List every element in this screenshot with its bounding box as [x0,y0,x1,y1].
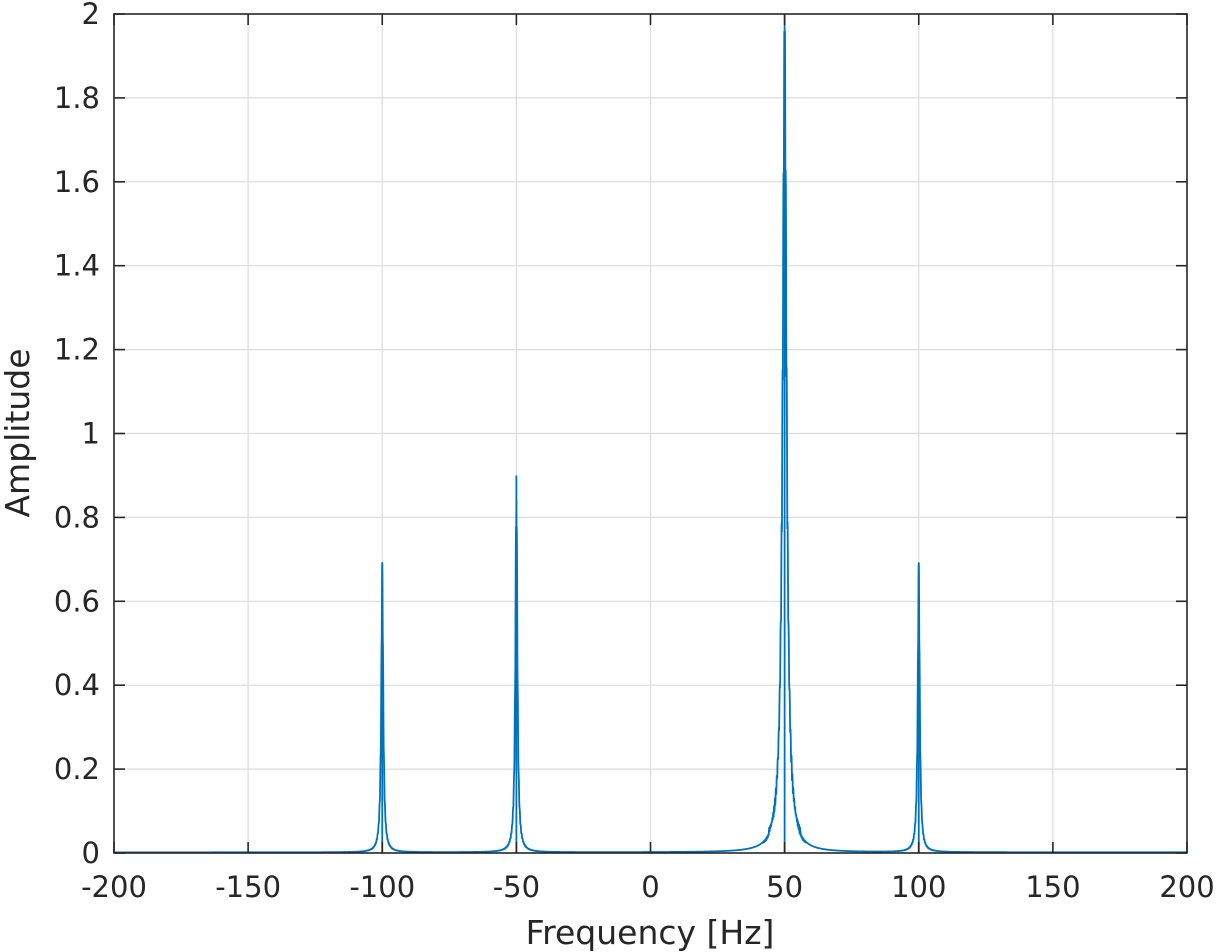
x-tick-label: 100 [891,870,946,904]
x-tick-label: 150 [1025,870,1080,904]
x-tick-labels: -200 -150 -100 -50 0 50 100 150 200 [81,870,1215,904]
y-tick-label: 0.2 [54,752,100,786]
x-tick-label: -100 [349,870,415,904]
x-tick-label: -150 [215,870,281,904]
x-axis-label: Frequency [Hz] [526,913,775,952]
ticks [113,13,1188,854]
y-tick-label: 1.6 [54,165,100,199]
x-tick-label: -200 [81,870,147,904]
y-tick-label: 1 [82,417,100,451]
grid [114,14,1187,853]
y-tick-label: 1.4 [54,249,100,283]
y-tick-label: 1.2 [54,333,100,367]
y-tick-label: 0.8 [54,500,100,534]
y-tick-label: 0 [82,836,100,870]
y-axis-label: Amplitude [0,348,37,517]
x-tick-label: 50 [766,870,803,904]
y-tick-label: 0.6 [54,584,100,618]
y-tick-label: 1.8 [54,81,100,115]
x-tick-label: 200 [1159,870,1214,904]
x-tick-label: 0 [641,870,659,904]
y-tick-labels: 0 0.2 0.4 0.6 0.8 1 1.2 1.4 1.6 1.8 2 [54,0,100,870]
y-tick-label: 2 [82,0,100,31]
x-tick-label: -50 [493,870,540,904]
y-tick-label: 0.4 [54,668,100,702]
